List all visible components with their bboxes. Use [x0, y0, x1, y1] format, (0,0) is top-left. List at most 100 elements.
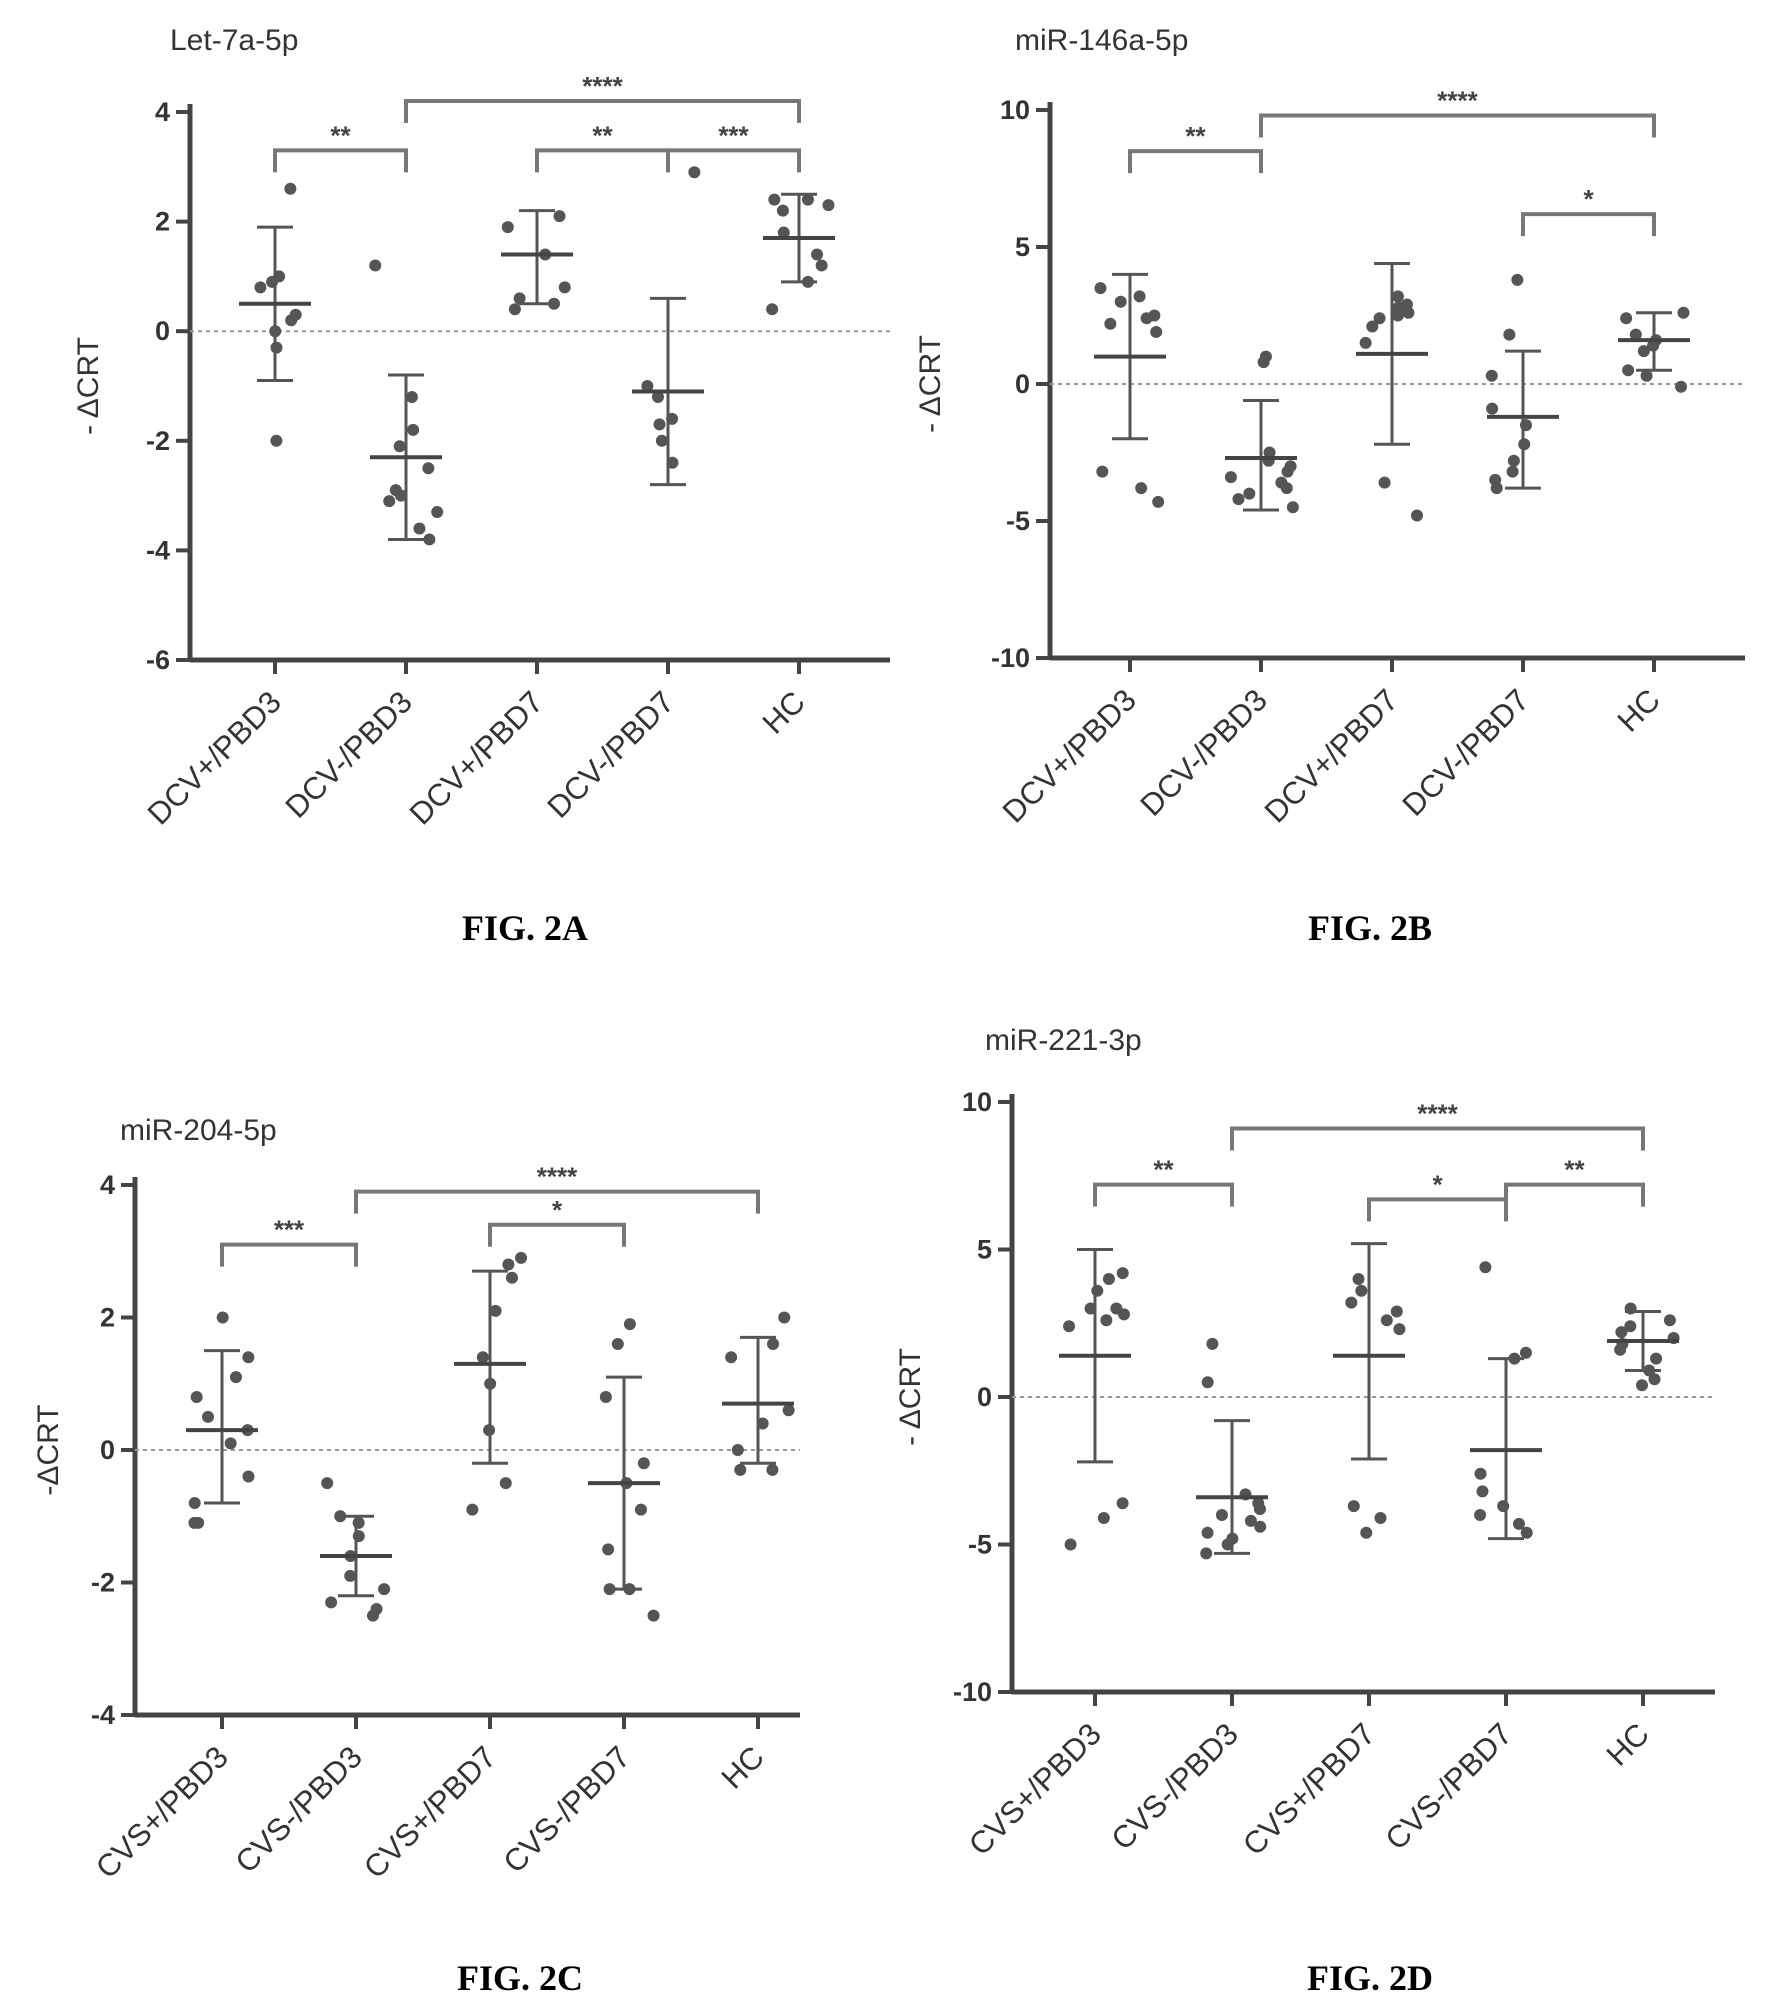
data-point	[413, 522, 426, 535]
data-point	[1152, 495, 1165, 508]
data-point	[641, 380, 654, 392]
data-point	[1615, 1326, 1628, 1339]
x-tick-label: DCV+/PBD3	[996, 682, 1143, 829]
data-point	[634, 1503, 647, 1516]
data-point	[1378, 476, 1391, 489]
y-tick-label: 10	[1000, 95, 1030, 125]
data-point	[513, 292, 526, 305]
data-point	[515, 1251, 528, 1264]
data-point	[1391, 309, 1404, 322]
x-tick-label: DCV-/PBD3	[278, 684, 418, 824]
data-point	[1104, 317, 1117, 330]
data-point	[1200, 1547, 1213, 1560]
data-point	[1479, 1261, 1492, 1274]
data-point	[499, 1477, 512, 1490]
data-point	[1117, 1308, 1130, 1321]
y-tick-label: 5	[1015, 232, 1030, 262]
data-point	[1355, 1284, 1368, 1297]
significance-bracket	[404, 99, 801, 124]
data-point	[352, 1516, 365, 1529]
data-point	[254, 281, 267, 294]
data-point	[1380, 1314, 1393, 1327]
data-point	[1640, 369, 1653, 382]
data-point	[776, 204, 789, 217]
data-point	[1635, 1379, 1648, 1392]
data-point	[637, 1457, 650, 1470]
y-tick-label: -10	[991, 643, 1030, 673]
data-point	[558, 281, 571, 294]
data-point	[229, 1371, 242, 1384]
data-point	[242, 1470, 255, 1483]
data-point	[602, 1543, 615, 1556]
data-point	[553, 210, 566, 223]
data-point	[1519, 1346, 1532, 1359]
chart-panel-4: miR-221-3p- ΔCRT1050-5-10CVS+/PBD3CVS-/P…	[894, 1024, 1715, 1998]
y-tick-label: 0	[977, 1382, 992, 1412]
data-point	[1359, 336, 1372, 349]
y-axis-label: - ΔCRT	[72, 337, 105, 435]
data-point	[651, 390, 664, 403]
data-point	[1224, 471, 1237, 484]
chart-panel-1: Let-7a-5p- ΔCRT420-2-4-6DCV+/PBD3DCV-/PB…	[72, 24, 890, 948]
data-point	[369, 259, 382, 272]
data-point	[1520, 1526, 1533, 1539]
significance-bracket	[1093, 1182, 1234, 1207]
y-tick-label: 4	[155, 97, 170, 127]
chart-title: miR-221-3p	[985, 1024, 1142, 1057]
data-point	[1476, 1485, 1489, 1498]
x-tick-label: CVS+/PBD7	[357, 1739, 503, 1885]
data-point	[1411, 509, 1424, 522]
significance-bracket	[1504, 1182, 1645, 1207]
data-point	[1506, 465, 1519, 478]
data-point	[1374, 1511, 1387, 1524]
data-point	[1253, 1503, 1266, 1516]
significance-bracket	[1259, 113, 1656, 138]
data-point	[1244, 1514, 1257, 1527]
data-point	[422, 462, 435, 475]
x-tick-label: CVS+/PBD7	[1236, 1716, 1382, 1862]
y-axis-label: - ΔCRT	[894, 1348, 927, 1446]
data-point	[1100, 1314, 1113, 1327]
data-point	[366, 1609, 379, 1622]
significance-bracket	[1230, 1126, 1645, 1151]
data-point	[466, 1503, 479, 1516]
data-point	[766, 1463, 779, 1476]
data-point	[1064, 1538, 1077, 1551]
data-point	[655, 434, 668, 447]
data-point	[393, 440, 406, 453]
y-tick-label: 2	[100, 1303, 115, 1333]
data-point	[508, 303, 521, 316]
x-tick-label: HC	[756, 684, 812, 740]
data-point	[725, 1351, 738, 1364]
significance-label: ***	[274, 1215, 305, 1245]
significance-label: **	[1185, 121, 1206, 151]
y-tick-label: 10	[962, 1087, 992, 1117]
y-tick-label: 0	[155, 316, 170, 346]
data-point	[423, 533, 436, 546]
data-point	[599, 1391, 612, 1403]
significance-label: **	[1564, 1155, 1585, 1185]
data-point	[383, 495, 396, 508]
data-point	[1201, 1376, 1214, 1389]
data-point	[505, 1271, 518, 1284]
data-point	[1360, 1526, 1373, 1539]
y-tick-label: -4	[146, 535, 170, 565]
data-point	[1140, 312, 1153, 325]
data-point	[1490, 482, 1503, 495]
data-point	[1232, 493, 1245, 506]
data-point	[782, 1404, 795, 1417]
significance-label: ****	[1417, 1099, 1458, 1129]
data-point	[190, 1391, 203, 1403]
data-point	[1091, 1284, 1104, 1297]
significance-bracket	[220, 1242, 358, 1267]
data-point	[378, 1583, 391, 1596]
x-tick-label: DCV-/PBD3	[1133, 682, 1273, 822]
significance-label: **	[1153, 1155, 1174, 1185]
data-point	[1650, 1352, 1663, 1365]
x-tick-label: DCV-/PBD7	[540, 684, 680, 824]
x-tick-label: HC	[715, 1739, 771, 1795]
data-point	[1215, 1509, 1228, 1521]
data-point	[202, 1410, 215, 1423]
significance-label: *	[1432, 1169, 1443, 1199]
y-tick-label: 0	[1015, 369, 1030, 399]
